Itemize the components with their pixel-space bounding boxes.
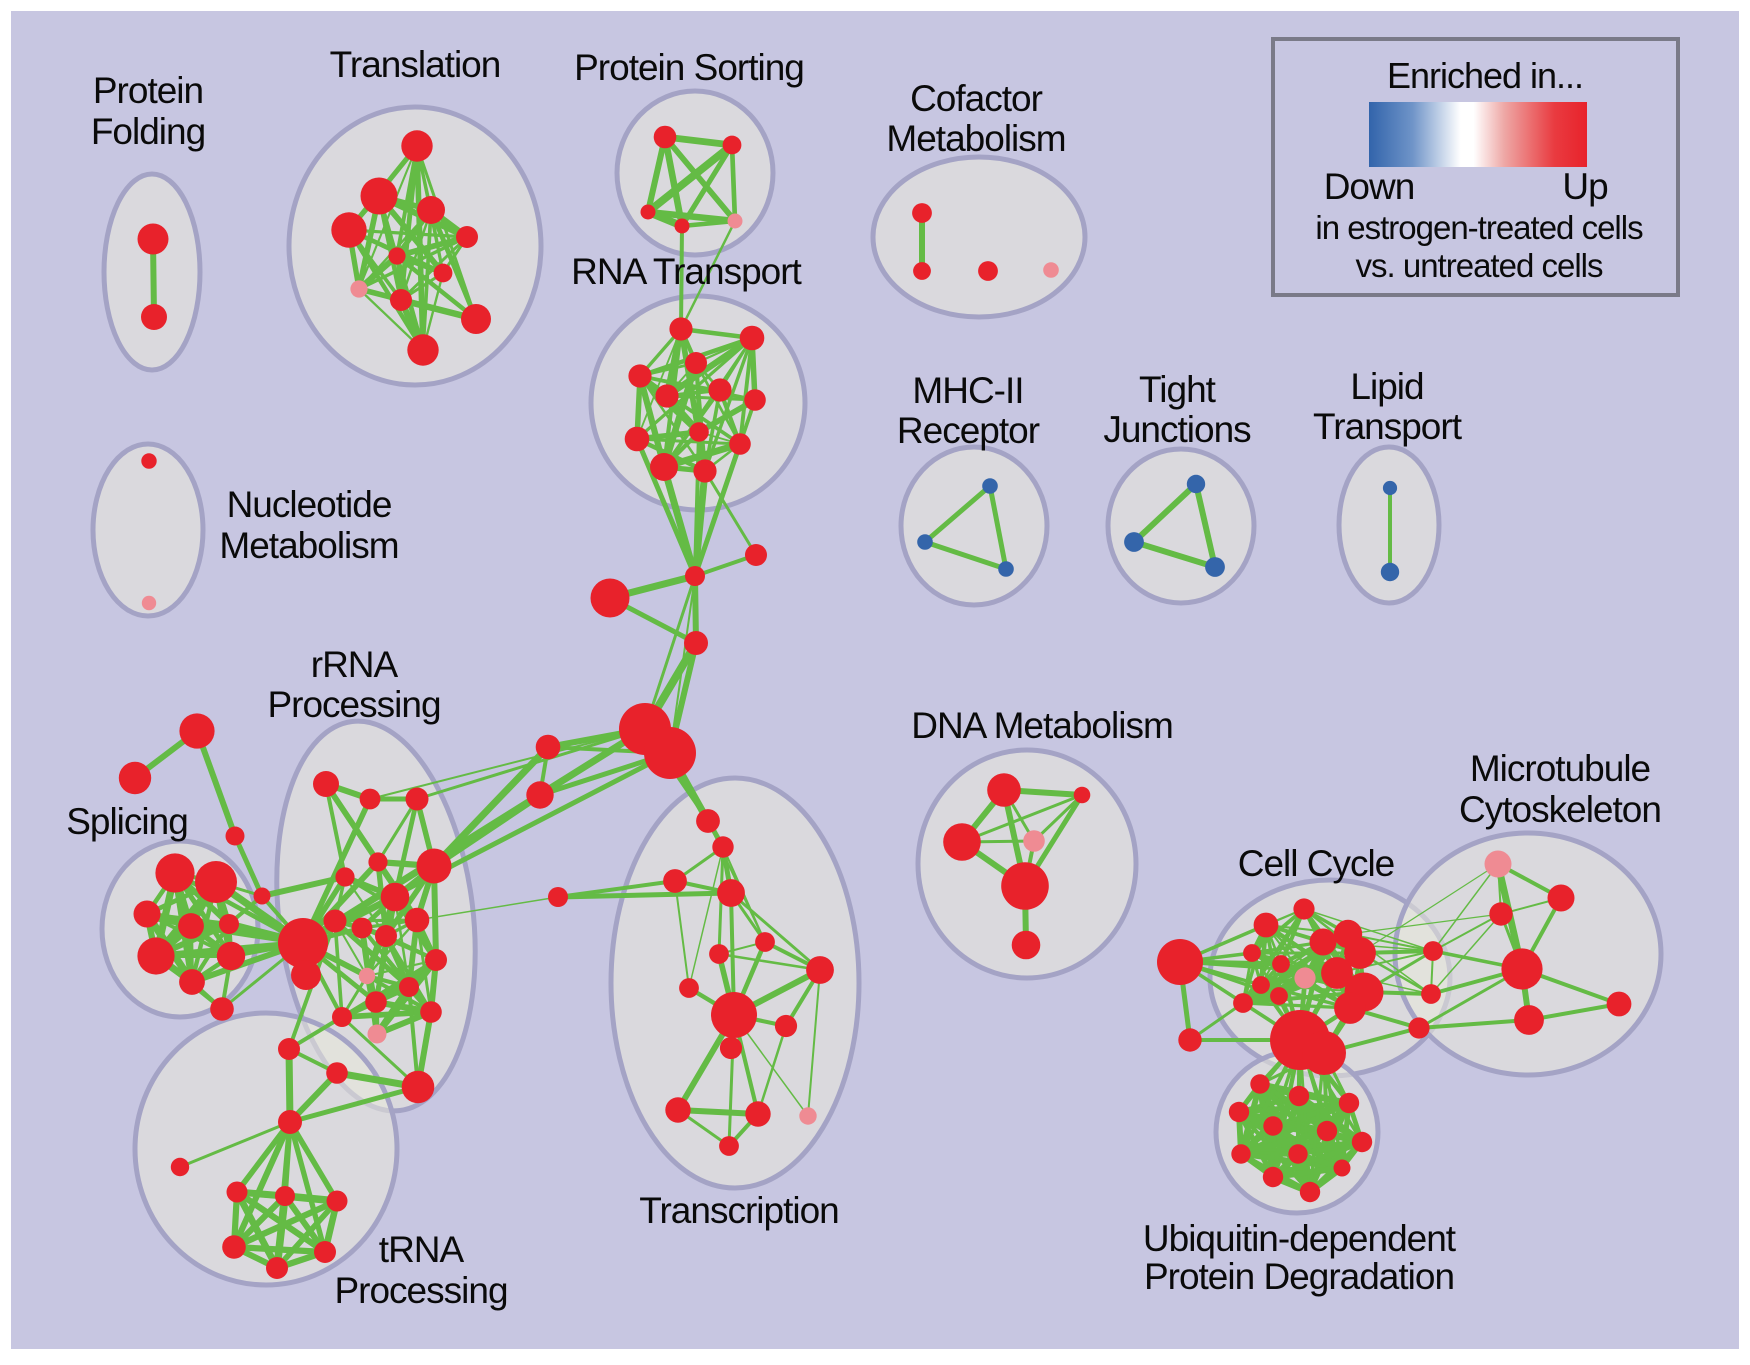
svg-text:Protein Degradation: Protein Degradation bbox=[1144, 1256, 1454, 1297]
svg-text:RNA Transport: RNA Transport bbox=[571, 251, 802, 292]
svg-text:Cytoskeleton: Cytoskeleton bbox=[1459, 789, 1661, 830]
svg-text:Cell Cycle: Cell Cycle bbox=[1238, 843, 1395, 884]
svg-text:Metabolism: Metabolism bbox=[219, 525, 398, 566]
svg-text:Microtubule: Microtubule bbox=[1470, 748, 1650, 789]
svg-text:Tight: Tight bbox=[1139, 369, 1217, 410]
svg-text:Splicing: Splicing bbox=[66, 801, 188, 842]
svg-text:Up: Up bbox=[1562, 166, 1608, 207]
svg-text:in estrogen-treated cells: in estrogen-treated cells bbox=[1315, 209, 1643, 246]
svg-text:rRNA: rRNA bbox=[311, 644, 399, 685]
svg-text:Folding: Folding bbox=[91, 111, 205, 152]
svg-text:Nucleotide: Nucleotide bbox=[227, 484, 392, 525]
svg-text:DNA Metabolism: DNA Metabolism bbox=[911, 705, 1173, 746]
svg-text:tRNA: tRNA bbox=[379, 1229, 465, 1270]
svg-text:Enriched in...: Enriched in... bbox=[1387, 55, 1583, 96]
svg-text:Transport: Transport bbox=[1313, 406, 1463, 447]
svg-text:Lipid: Lipid bbox=[1350, 366, 1423, 407]
svg-text:Cofactor: Cofactor bbox=[910, 78, 1043, 119]
svg-text:MHC-II: MHC-II bbox=[912, 370, 1023, 411]
svg-text:Processing: Processing bbox=[267, 684, 440, 725]
svg-text:Ubiquitin-dependent: Ubiquitin-dependent bbox=[1143, 1218, 1457, 1259]
svg-text:Protein Sorting: Protein Sorting bbox=[574, 47, 804, 88]
svg-text:Metabolism: Metabolism bbox=[886, 118, 1065, 159]
svg-text:Junctions: Junctions bbox=[1103, 409, 1251, 450]
svg-text:Receptor: Receptor bbox=[897, 410, 1040, 451]
svg-text:vs. untreated cells: vs. untreated cells bbox=[1356, 247, 1603, 284]
svg-text:Transcription: Transcription bbox=[639, 1190, 838, 1231]
svg-text:Down: Down bbox=[1324, 166, 1415, 207]
svg-text:Translation: Translation bbox=[330, 44, 501, 85]
svg-text:Processing: Processing bbox=[334, 1270, 507, 1311]
svg-text:Protein: Protein bbox=[93, 70, 203, 111]
